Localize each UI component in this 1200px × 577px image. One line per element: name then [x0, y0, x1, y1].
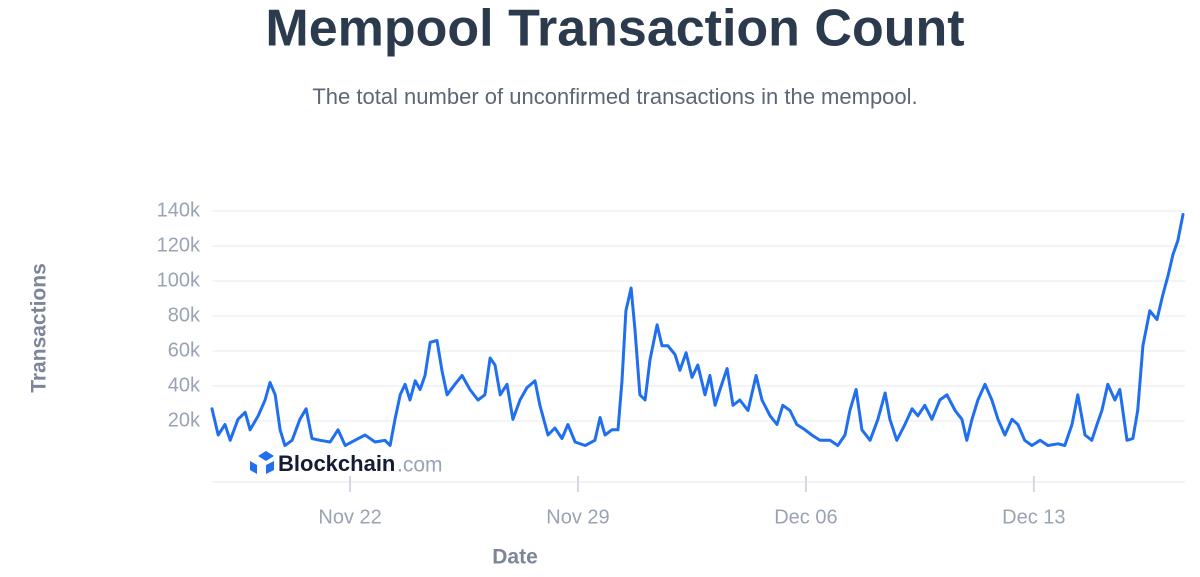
y-tick-label: 20k	[168, 409, 201, 431]
watermark-logo	[250, 451, 274, 474]
watermark-brand: Blockchain	[278, 451, 395, 476]
x-axis-title: Date	[492, 546, 538, 569]
data-line	[210, 213, 1185, 447]
y-tick-label: 140k	[157, 199, 201, 221]
chart-title: Mempool Transaction Count	[265, 0, 964, 58]
chart-subtitle: The total number of unconfirmed transact…	[312, 84, 917, 109]
y-tick-label: 60k	[168, 339, 201, 361]
x-tick-label: Dec 06	[774, 506, 837, 528]
watermark-domain: .com	[397, 454, 443, 477]
x-tick-label: Nov 22	[318, 506, 381, 528]
y-tick-label: 100k	[157, 269, 201, 291]
x-tick-label: Dec 13	[1002, 506, 1065, 528]
y-tick-label: 120k	[157, 234, 201, 256]
watermark: Blockchain .com	[250, 451, 443, 477]
x-tick-label: Nov 29	[546, 506, 609, 528]
y-tick-label: 80k	[168, 304, 201, 326]
y-tick-label: 40k	[168, 374, 201, 396]
y-axis-title: Transactions	[28, 263, 51, 393]
